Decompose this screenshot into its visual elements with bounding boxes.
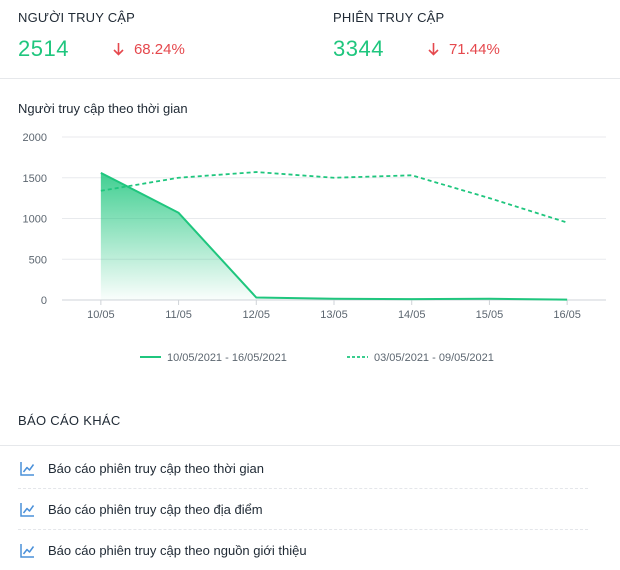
visitors-stat-change: 68.24% — [113, 41, 185, 58]
visitors-stat: NGƯỜI TRUY CẬP 2514 68.24% — [18, 10, 185, 62]
report-link-label: Báo cáo phiên truy cập theo nguồn giới t… — [48, 542, 307, 558]
report-link-sessions-by-referrer[interactable]: Báo cáo phiên truy cập theo nguồn giới t… — [18, 530, 588, 570]
report-link-sessions-by-location[interactable]: Báo cáo phiên truy cập theo địa điểm — [18, 489, 588, 530]
divider — [0, 445, 620, 446]
visitors-stat-change-value: 68.24% — [133, 40, 185, 58]
visitors-stat-title: NGƯỜI TRUY CẬP — [18, 10, 136, 25]
arrow-down-icon — [428, 43, 439, 56]
sessions-stat-value: 3344 — [333, 36, 384, 61]
visitors-stat-value: 2514 — [18, 36, 69, 61]
line-chart-icon — [20, 461, 35, 476]
report-link-label: Báo cáo phiên truy cập theo địa điểm — [48, 501, 263, 517]
legend-label-current: 10/05/2021 - 16/05/2021 — [167, 352, 287, 364]
y-tick-label: 500 — [29, 254, 47, 266]
arrow-down-icon — [113, 43, 124, 56]
x-tick-label: 13/05 — [320, 309, 348, 321]
chart-title: Người truy cập theo thời gian — [18, 101, 188, 116]
sessions-stat: PHIÊN TRUY CẬP 3344 71.44% — [333, 10, 500, 62]
report-link-label: Báo cáo phiên truy cập theo thời gian — [48, 460, 264, 476]
legend-label-previous: 03/05/2021 - 09/05/2021 — [374, 352, 494, 364]
other-reports-title: BÁO CÁO KHÁC — [18, 413, 121, 428]
report-link-sessions-by-time[interactable]: Báo cáo phiên truy cập theo thời gian — [18, 448, 588, 489]
line-chart-icon — [20, 502, 35, 517]
x-tick-label: 15/05 — [476, 309, 504, 321]
stats-bar: NGƯỜI TRUY CẬP 2514 68.24% PHIÊN TRUY CẬ… — [0, 0, 620, 79]
visitors-line-chart: 0 500 1000 1500 2000 10/05 11/05 12/05 13/05 14/0… — [23, 132, 606, 364]
x-tick-label: 14/05 — [398, 309, 426, 321]
x-tick-label: 12/05 — [243, 309, 271, 321]
y-tick-label: 0 — [41, 295, 47, 307]
sessions-stat-title: PHIÊN TRUY CẬP — [333, 10, 445, 25]
y-tick-label: 1000 — [23, 214, 47, 226]
sessions-stat-change-value: 71.44% — [448, 40, 500, 58]
current-period-line — [100, 171, 568, 301]
previous-period-line — [100, 171, 568, 224]
other-reports-list: Báo cáo phiên truy cập theo thời gian Bá… — [18, 448, 588, 570]
sessions-stat-change: 71.44% — [428, 41, 500, 58]
y-tick-label: 2000 — [23, 132, 47, 144]
y-tick-label: 1500 — [23, 173, 47, 185]
x-tick-label: 10/05 — [87, 309, 115, 321]
current-period-area — [100, 172, 568, 300]
line-chart-icon — [20, 543, 35, 558]
x-tick-label: 16/05 — [553, 309, 581, 321]
x-tick-label: 11/05 — [165, 309, 192, 321]
